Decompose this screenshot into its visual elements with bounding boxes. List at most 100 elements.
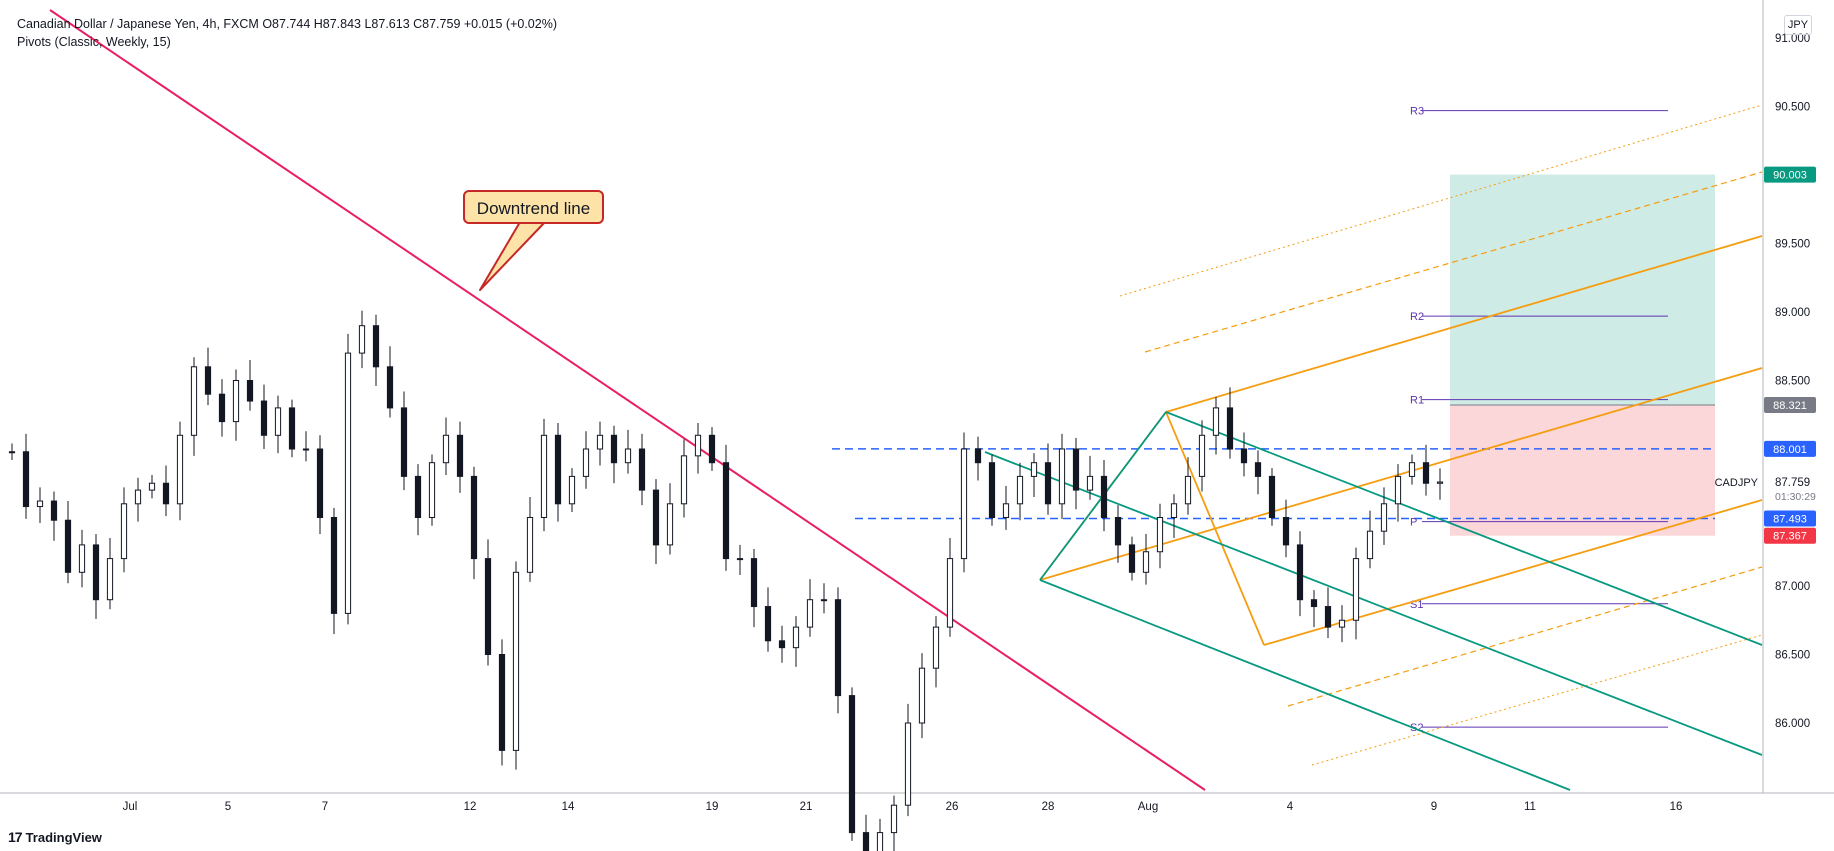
candle-body[interactable] bbox=[36, 500, 44, 508]
candle-body[interactable] bbox=[1422, 462, 1430, 484]
candle-body[interactable] bbox=[498, 654, 506, 751]
candle-body[interactable] bbox=[1436, 481, 1444, 484]
candle-body[interactable] bbox=[330, 517, 338, 614]
candle-body[interactable] bbox=[1184, 475, 1192, 505]
candle-body[interactable] bbox=[470, 475, 478, 560]
candle-body[interactable] bbox=[148, 482, 156, 491]
candle-body[interactable] bbox=[246, 380, 254, 402]
candle-body[interactable] bbox=[932, 626, 940, 669]
candle-body[interactable] bbox=[302, 448, 310, 451]
candle-body[interactable] bbox=[8, 451, 16, 454]
channel-middle[interactable] bbox=[984, 451, 1763, 756]
candle-body[interactable] bbox=[638, 448, 646, 491]
candle-body[interactable] bbox=[1296, 544, 1304, 601]
candle-body[interactable] bbox=[1366, 530, 1374, 560]
candle-body[interactable] bbox=[946, 558, 954, 628]
candle-body[interactable] bbox=[316, 448, 324, 518]
candle-body[interactable] bbox=[820, 599, 828, 602]
candle-body[interactable] bbox=[1212, 407, 1220, 436]
candle-body[interactable] bbox=[1142, 551, 1150, 573]
candle-body[interactable] bbox=[806, 599, 814, 628]
candle-body[interactable] bbox=[1338, 619, 1346, 628]
candle-body[interactable] bbox=[708, 434, 716, 464]
candle-body[interactable] bbox=[512, 571, 520, 751]
candle-body[interactable] bbox=[274, 407, 282, 436]
candle-body[interactable] bbox=[904, 722, 912, 806]
candle-body[interactable] bbox=[456, 434, 464, 477]
candle-body[interactable] bbox=[92, 544, 100, 601]
candle-body[interactable] bbox=[78, 544, 86, 573]
candle-body[interactable] bbox=[50, 500, 58, 521]
candle-body[interactable] bbox=[22, 451, 30, 508]
candle-body[interactable] bbox=[652, 489, 660, 546]
candle-body[interactable] bbox=[1240, 448, 1248, 464]
candle-body[interactable] bbox=[624, 448, 632, 464]
candle-body[interactable] bbox=[1058, 448, 1066, 505]
candle-body[interactable] bbox=[1198, 434, 1206, 477]
candle-body[interactable] bbox=[974, 448, 982, 464]
candle-body[interactable] bbox=[1114, 517, 1122, 546]
candle-body[interactable] bbox=[386, 366, 394, 409]
candle-body[interactable] bbox=[1072, 448, 1080, 491]
candle-body[interactable] bbox=[568, 475, 576, 505]
candle-body[interactable] bbox=[218, 393, 226, 423]
candle-body[interactable] bbox=[1268, 475, 1276, 518]
candle-body[interactable] bbox=[176, 434, 184, 505]
candle-body[interactable] bbox=[484, 558, 492, 655]
candle-body[interactable] bbox=[960, 448, 968, 560]
candle-body[interactable] bbox=[232, 380, 240, 423]
candle-body[interactable] bbox=[106, 558, 114, 601]
candle-body[interactable] bbox=[358, 325, 366, 354]
pitchfork-upper-tine[interactable] bbox=[1165, 235, 1763, 413]
candle-body[interactable] bbox=[1408, 462, 1416, 477]
candle-body[interactable] bbox=[1226, 407, 1234, 450]
candle-body[interactable] bbox=[526, 517, 534, 573]
candle-body[interactable] bbox=[862, 832, 870, 851]
candle-body[interactable] bbox=[1170, 503, 1178, 518]
candle-body[interactable] bbox=[1086, 475, 1094, 491]
candle-body[interactable] bbox=[1100, 475, 1108, 518]
candle-body[interactable] bbox=[134, 489, 142, 505]
candle-body[interactable] bbox=[764, 606, 772, 642]
candle-body[interactable] bbox=[64, 519, 72, 573]
candle-body[interactable] bbox=[596, 434, 604, 450]
candle-body[interactable] bbox=[1282, 517, 1290, 546]
candle-body[interactable] bbox=[414, 475, 422, 518]
candle-body[interactable] bbox=[162, 482, 170, 505]
candle-body[interactable] bbox=[666, 503, 674, 546]
candle-body[interactable] bbox=[876, 832, 884, 851]
candle-body[interactable] bbox=[190, 366, 198, 436]
stop-loss-zone[interactable] bbox=[1450, 405, 1715, 536]
tradingview-brand[interactable]: 17 TradingView bbox=[8, 829, 102, 845]
candle-body[interactable] bbox=[1030, 462, 1038, 477]
pitchfork-lower-tine[interactable] bbox=[1263, 499, 1763, 646]
candle-body[interactable] bbox=[204, 366, 212, 395]
candle-body[interactable] bbox=[1254, 462, 1262, 477]
candle-body[interactable] bbox=[988, 462, 996, 519]
candle-body[interactable] bbox=[400, 407, 408, 477]
candle-body[interactable] bbox=[554, 434, 562, 505]
candle-body[interactable] bbox=[848, 695, 856, 834]
downtrend-callout[interactable]: Downtrend line bbox=[463, 190, 604, 224]
candle-body[interactable] bbox=[372, 325, 380, 368]
candle-body[interactable] bbox=[288, 407, 296, 450]
candle-body[interactable] bbox=[1156, 517, 1164, 553]
candle-body[interactable] bbox=[344, 352, 352, 614]
candle-body[interactable] bbox=[120, 503, 128, 560]
candle-body[interactable] bbox=[694, 434, 702, 457]
channel-lower[interactable] bbox=[1039, 579, 1571, 791]
candle-body[interactable] bbox=[540, 434, 548, 518]
candle-body[interactable] bbox=[1128, 544, 1136, 573]
candle-body[interactable] bbox=[890, 804, 898, 834]
candle-body[interactable] bbox=[918, 667, 926, 724]
candle-body[interactable] bbox=[792, 626, 800, 649]
candle-body[interactable] bbox=[680, 455, 688, 505]
candle-body[interactable] bbox=[1310, 599, 1318, 608]
candle-body[interactable] bbox=[722, 462, 730, 560]
currency-badge[interactable]: JPY bbox=[1784, 15, 1812, 35]
channel-upper[interactable] bbox=[1165, 411, 1763, 646]
candle-body[interactable] bbox=[750, 558, 758, 608]
candle-body[interactable] bbox=[1394, 475, 1402, 505]
candle-body[interactable] bbox=[1044, 462, 1052, 505]
candle-body[interactable] bbox=[442, 434, 450, 464]
